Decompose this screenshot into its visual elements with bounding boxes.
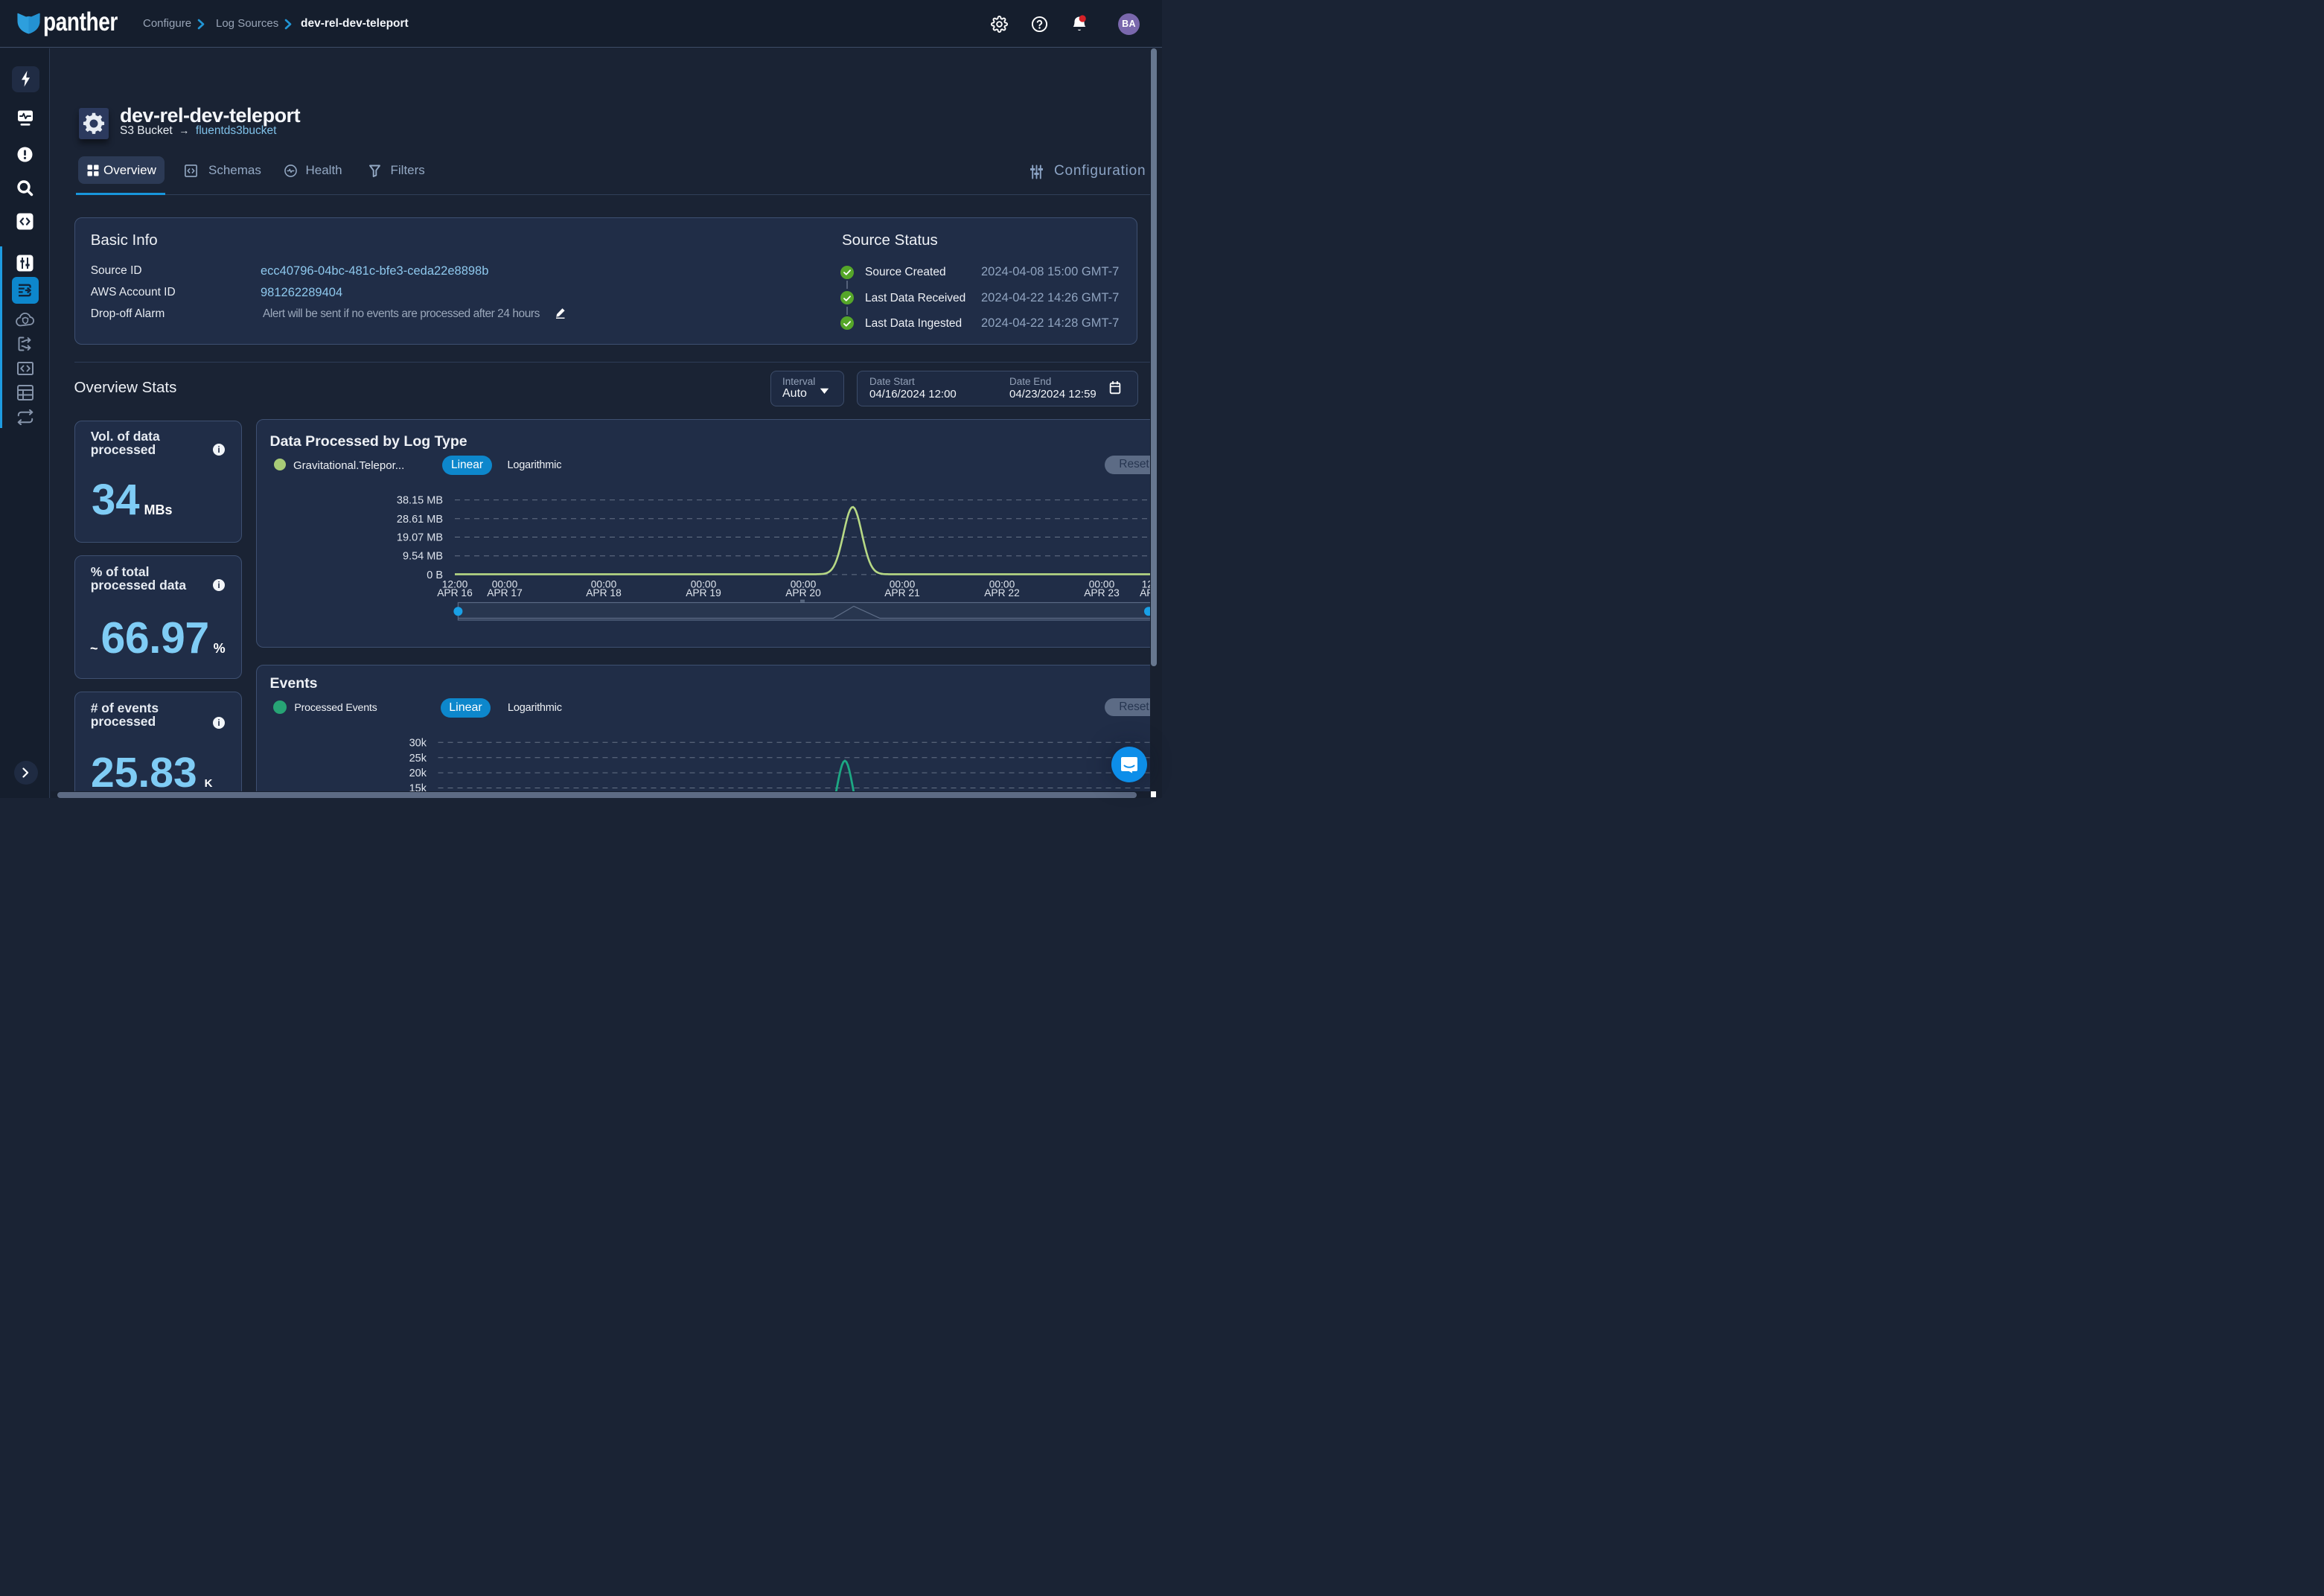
svg-text:25k: 25k <box>409 753 427 765</box>
svg-text:12:00: 12:00 <box>442 579 468 590</box>
svg-text:20k: 20k <box>409 767 427 779</box>
svg-text:00:00: 00:00 <box>890 579 916 590</box>
svg-text:00:00: 00:00 <box>591 579 617 590</box>
svg-text:APR 20: APR 20 <box>785 587 821 598</box>
svg-text:38.15 MB: 38.15 MB <box>397 495 443 507</box>
svg-text:19.07 MB: 19.07 MB <box>397 532 443 544</box>
svg-text:00:00: 00:00 <box>989 579 1015 590</box>
svg-text:0 B: 0 B <box>427 569 443 581</box>
svg-text:APR 2: APR 2 <box>1140 587 1150 598</box>
svg-text:00:00: 00:00 <box>1089 579 1115 590</box>
svg-text:30k: 30k <box>409 737 427 749</box>
svg-text:12:00: 12:00 <box>1142 579 1150 590</box>
svg-text:00:00: 00:00 <box>492 579 518 590</box>
svg-text:APR 21: APR 21 <box>884 587 920 598</box>
svg-text:00:00: 00:00 <box>791 579 817 590</box>
svg-text:APR 18: APR 18 <box>586 587 622 598</box>
svg-text:00:00: 00:00 <box>691 579 717 590</box>
svg-text:9.54 MB: 9.54 MB <box>403 551 443 563</box>
svg-text:APR 23: APR 23 <box>1084 587 1120 598</box>
svg-text:APR 22: APR 22 <box>984 587 1020 598</box>
svg-text:28.61 MB: 28.61 MB <box>397 514 443 526</box>
svg-text:APR 17: APR 17 <box>487 587 523 598</box>
svg-text:APR 16: APR 16 <box>437 587 473 598</box>
svg-text:APR 19: APR 19 <box>686 587 721 598</box>
